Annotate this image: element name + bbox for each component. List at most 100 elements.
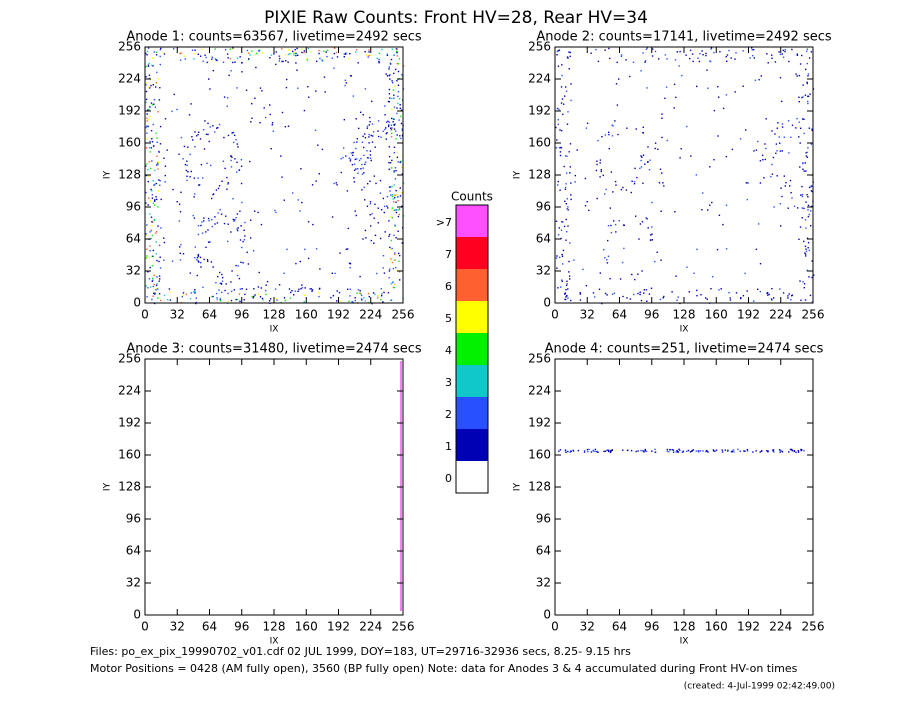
pixel [787, 120, 790, 122]
pixel [789, 179, 792, 182]
pixel [231, 156, 233, 158]
pixel [692, 60, 694, 63]
pixel [250, 219, 252, 221]
pixel [775, 143, 778, 145]
pixel [557, 180, 559, 183]
pixel [607, 239, 609, 242]
pixel [721, 449, 723, 451]
pixel [348, 57, 350, 60]
pixel [644, 448, 646, 451]
pixel [742, 50, 744, 52]
pixel [603, 249, 605, 251]
pixel [389, 268, 391, 270]
pixel [401, 129, 403, 132]
pixel [808, 186, 811, 189]
colorbar-label: 7 [445, 248, 452, 261]
pixel [727, 450, 729, 452]
pixel [662, 297, 664, 299]
pixel [275, 211, 277, 214]
pixel [779, 449, 782, 452]
pixel [344, 84, 346, 87]
pixel [244, 293, 246, 296]
pixel [811, 260, 813, 262]
pixel [764, 158, 766, 161]
pixel [606, 259, 608, 261]
pixel [346, 190, 349, 192]
pixel [202, 286, 204, 289]
pixel [400, 109, 403, 111]
pixel [286, 78, 288, 81]
pixel [189, 153, 191, 156]
pixel [160, 227, 162, 229]
pixel [713, 51, 715, 54]
colorbar-box [456, 333, 488, 365]
pixel [147, 271, 149, 273]
pixel [391, 195, 394, 198]
pixel [567, 225, 569, 227]
pixel [147, 125, 149, 128]
pixel [675, 451, 677, 453]
pixel [340, 171, 342, 174]
pixel [294, 49, 296, 51]
pixel [760, 75, 762, 77]
pixel [557, 234, 560, 236]
pixel [666, 450, 668, 452]
pixel [718, 214, 721, 216]
pixel [231, 290, 233, 293]
pixel [187, 146, 189, 148]
pixel [579, 292, 581, 294]
pixel [360, 168, 362, 170]
pixel [151, 141, 154, 143]
x-tick-label: 192 [737, 620, 760, 634]
pixel [639, 167, 641, 170]
pixel [672, 449, 675, 451]
pixel [661, 136, 663, 139]
pixel [240, 261, 242, 263]
y-tick-label: 0 [133, 608, 141, 622]
pixel [236, 87, 238, 89]
pixel [163, 157, 165, 159]
pixel [208, 220, 210, 222]
pixel [688, 291, 690, 293]
pixel [366, 157, 369, 159]
pixel [268, 300, 271, 302]
pixel [803, 132, 805, 135]
pixel [264, 289, 267, 292]
pixel [804, 162, 806, 164]
pixel [357, 62, 359, 64]
pixel [284, 126, 287, 128]
pixel [373, 217, 375, 219]
pixel [606, 294, 608, 296]
pixel [270, 54, 273, 56]
pixel [810, 51, 813, 53]
pixel [148, 175, 150, 177]
pixel [363, 154, 365, 157]
pixel [242, 262, 244, 264]
pixel [399, 279, 401, 281]
pixel [282, 60, 284, 63]
pixel [307, 86, 309, 88]
pixel [606, 449, 608, 451]
pixel [797, 451, 800, 453]
pixel [274, 288, 277, 290]
pixel [612, 191, 614, 193]
pixel [744, 272, 746, 275]
pixel [380, 136, 382, 138]
pixel [679, 449, 681, 451]
pixel [214, 223, 216, 225]
pixel [319, 57, 321, 60]
pixel [796, 53, 798, 55]
pixel [398, 58, 401, 60]
colorbar-box [456, 237, 488, 269]
pixel [288, 49, 290, 51]
pixel [570, 198, 572, 201]
pixel [205, 231, 207, 233]
pixel [621, 261, 624, 264]
pixel [561, 221, 563, 223]
pixel [251, 103, 253, 105]
pixel [784, 185, 786, 187]
pixel [393, 72, 395, 75]
pixel [156, 164, 158, 166]
pixel [398, 271, 401, 273]
pixel [153, 283, 155, 286]
